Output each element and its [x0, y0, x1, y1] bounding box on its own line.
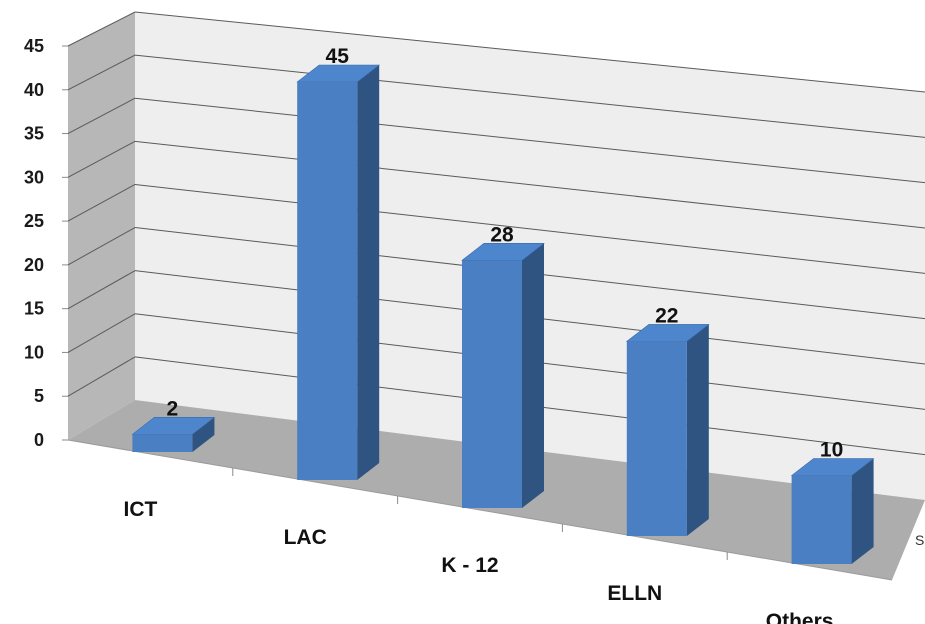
y-tick-label: 30 [24, 167, 44, 187]
bar: 28 [461, 223, 545, 508]
data-label: 45 [326, 45, 350, 68]
data-label: 10 [820, 439, 843, 462]
bar: 45 [296, 45, 381, 480]
side-gridline [67, 11, 136, 47]
y-tick-label: 0 [34, 430, 44, 450]
y-tick-label: 15 [24, 299, 44, 319]
y-axis-ticks: 0 5 10 15 20 25 30 35 40 45 [24, 36, 68, 450]
category-label: LAC [284, 526, 327, 549]
category-label: ELLN [607, 582, 662, 605]
data-label: 22 [655, 304, 678, 327]
side-gridline [67, 313, 136, 353]
bar-side [851, 458, 874, 564]
bar-side [522, 243, 544, 508]
bar-front [626, 341, 687, 536]
bar-front [297, 82, 358, 480]
gridline [134, 11, 925, 93]
side-gridline [67, 54, 136, 91]
bar-side [686, 324, 709, 536]
bars: 2 45 28 22 10 [131, 45, 875, 564]
y-tick-label: 40 [24, 80, 44, 100]
bar-front [462, 260, 522, 508]
bar-side [192, 417, 215, 452]
y-tick-label: 10 [24, 342, 44, 362]
y-tick-label: 45 [24, 36, 44, 56]
category-label: K - 12 [441, 554, 498, 577]
data-label: 28 [490, 223, 514, 246]
bar: 2 [131, 397, 216, 452]
bar-front [791, 475, 852, 564]
side-gridline [67, 140, 136, 178]
bar-side [357, 65, 380, 480]
category-labels: ICT LAC K - 12 ELLN Others [123, 498, 833, 624]
gridline [134, 97, 925, 184]
bar: 10 [790, 439, 875, 564]
category-label: ICT [123, 498, 157, 521]
y-tick-label: 25 [24, 211, 44, 231]
y-tick-label: 20 [24, 255, 44, 275]
side-gridline [67, 227, 136, 266]
bar-front [132, 434, 193, 452]
side-gridline [67, 184, 136, 222]
y-tick-label: 5 [34, 386, 44, 406]
category-axis-line [67, 439, 893, 581]
series-axis-label: S [915, 532, 924, 548]
side-wall [68, 12, 135, 440]
data-label: 2 [167, 397, 179, 420]
side-gridline [67, 97, 136, 134]
side-gridline [67, 356, 136, 397]
gridline [134, 140, 925, 229]
category-label: Others [766, 610, 834, 624]
side-gridline [67, 270, 136, 310]
gridline [134, 54, 925, 138]
category-ticks [232, 468, 728, 560]
y-tick-label: 35 [24, 124, 44, 144]
bar: 22 [625, 304, 710, 536]
gridline [134, 183, 925, 274]
